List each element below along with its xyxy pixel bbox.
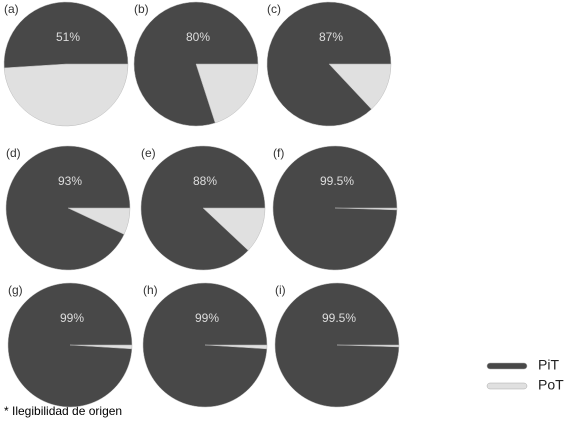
legend-label: PoT (538, 377, 564, 393)
value-label: 99.5% (322, 311, 356, 325)
value-label: 88% (193, 174, 217, 188)
legend-swatch (486, 362, 528, 370)
value-label: 87% (319, 30, 343, 44)
value-label: 51% (56, 30, 80, 44)
pie-title: (a) (4, 2, 19, 16)
pie-slice (272, 145, 398, 271)
footnote: * Ilegibilidad de origen (4, 404, 122, 418)
pie-slice (133, 1, 259, 127)
pie-slice (5, 145, 131, 271)
legend-swatch (486, 382, 528, 390)
value-label: 99% (195, 311, 219, 325)
pie-title: (g) (8, 283, 23, 297)
pie-slice (274, 282, 400, 408)
pie-slice (266, 1, 392, 127)
pie-slice (140, 145, 266, 271)
value-label: 99.5% (320, 174, 354, 188)
pie-title: (h) (143, 283, 158, 297)
pie-title: (i) (275, 283, 286, 297)
pie-title: (d) (6, 146, 21, 160)
pie-title: (e) (141, 146, 156, 160)
value-label: 80% (186, 30, 210, 44)
legend-label: PiT (538, 357, 559, 373)
pie-slice (3, 1, 129, 69)
pie-title: (b) (134, 2, 149, 16)
pie-slice (195, 63, 259, 124)
pie-title: (c) (267, 2, 281, 16)
value-label: 99% (60, 311, 84, 325)
pie-slice (3, 63, 129, 127)
pie-slice (7, 282, 133, 408)
pie-slice (142, 282, 268, 408)
pie-title: (f) (273, 146, 284, 160)
value-label: 93% (58, 174, 82, 188)
